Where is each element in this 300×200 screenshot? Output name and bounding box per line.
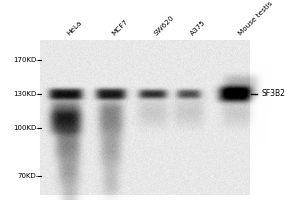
Text: 100KD-: 100KD- bbox=[13, 125, 38, 131]
Text: MCF7: MCF7 bbox=[111, 19, 129, 37]
Text: SW620: SW620 bbox=[153, 15, 176, 37]
Text: 70KD-: 70KD- bbox=[17, 173, 38, 179]
Text: 130KD-: 130KD- bbox=[13, 91, 38, 97]
Text: 170KD-: 170KD- bbox=[13, 57, 38, 63]
Text: HeLa: HeLa bbox=[66, 20, 83, 37]
Text: Mouse testis: Mouse testis bbox=[237, 1, 273, 37]
Text: SF3B2: SF3B2 bbox=[261, 90, 285, 98]
Text: A375: A375 bbox=[189, 19, 207, 37]
